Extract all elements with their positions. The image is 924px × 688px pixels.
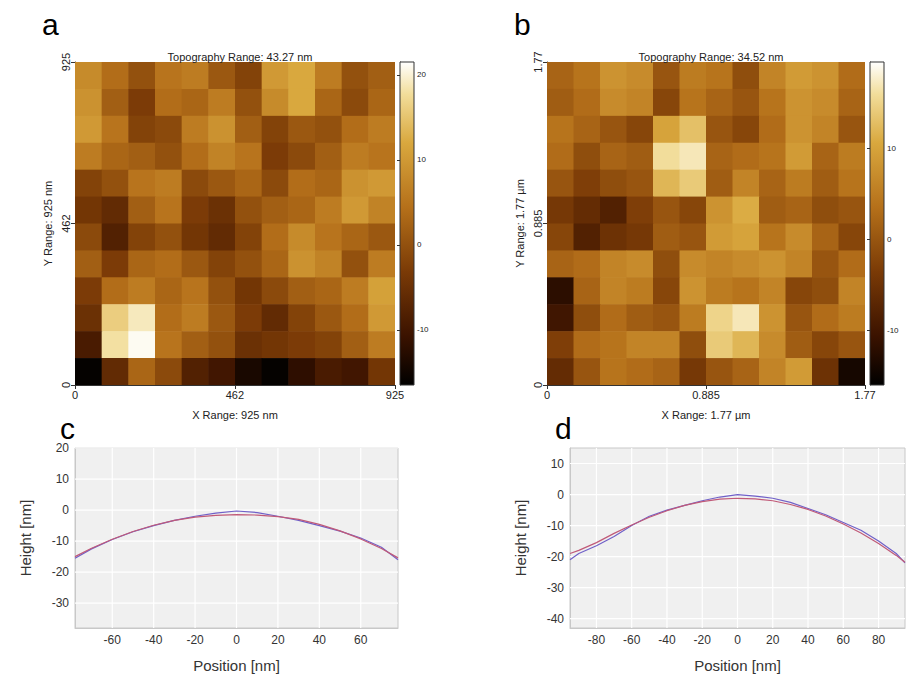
svg-text:Topography Range: 43.27 nm: Topography Range: 43.27 nm xyxy=(168,51,313,63)
svg-text:0: 0 xyxy=(734,633,741,647)
svg-text:925: 925 xyxy=(60,53,72,71)
svg-text:-60: -60 xyxy=(623,633,641,647)
svg-text:Position [nm]: Position [nm] xyxy=(193,657,280,674)
svg-text:0: 0 xyxy=(72,389,78,401)
svg-text:-40: -40 xyxy=(547,612,565,626)
svg-text:20: 20 xyxy=(766,633,780,647)
svg-text:-40: -40 xyxy=(658,633,676,647)
svg-text:0: 0 xyxy=(544,389,550,401)
svg-text:60: 60 xyxy=(354,633,368,647)
svg-text:Topography Range: 34.52 nm: Topography Range: 34.52 nm xyxy=(639,51,784,63)
svg-text:1.77: 1.77 xyxy=(854,389,875,401)
svg-text:X Range: 925 nm: X Range: 925 nm xyxy=(192,409,278,421)
svg-text:0: 0 xyxy=(233,633,240,647)
svg-text:-20: -20 xyxy=(694,633,712,647)
svg-text:X Range: 1.77 µm: X Range: 1.77 µm xyxy=(662,409,751,421)
svg-text:1.77: 1.77 xyxy=(532,51,544,72)
svg-text:10: 10 xyxy=(417,155,426,164)
svg-text:0.885: 0.885 xyxy=(692,389,720,401)
svg-text:-10: -10 xyxy=(547,519,565,533)
svg-text:10: 10 xyxy=(551,457,565,471)
svg-text:60: 60 xyxy=(837,633,851,647)
svg-text:a: a xyxy=(42,8,59,41)
svg-text:d: d xyxy=(555,412,572,445)
svg-text:-30: -30 xyxy=(547,581,565,595)
svg-text:Position [nm]: Position [nm] xyxy=(694,657,781,674)
svg-text:20: 20 xyxy=(55,441,69,455)
svg-text:40: 40 xyxy=(313,633,327,647)
svg-text:0.885: 0.885 xyxy=(532,210,544,238)
svg-text:-30: -30 xyxy=(52,596,70,610)
svg-text:Height [nm]: Height [nm] xyxy=(17,500,34,577)
svg-text:0: 0 xyxy=(60,382,72,388)
svg-text:-20: -20 xyxy=(186,633,204,647)
svg-text:20: 20 xyxy=(417,70,426,79)
svg-text:Y Range: 1.77 µm: Y Range: 1.77 µm xyxy=(514,179,526,268)
svg-text:0: 0 xyxy=(532,382,544,388)
svg-text:-40: -40 xyxy=(145,633,163,647)
svg-text:-20: -20 xyxy=(547,550,565,564)
svg-text:0: 0 xyxy=(887,235,892,244)
svg-text:-60: -60 xyxy=(104,633,122,647)
svg-text:Height [nm]: Height [nm] xyxy=(512,500,529,577)
svg-text:0: 0 xyxy=(557,488,564,502)
svg-text:80: 80 xyxy=(872,633,886,647)
svg-text:462: 462 xyxy=(226,389,244,401)
svg-text:-10: -10 xyxy=(52,534,70,548)
svg-text:-10: -10 xyxy=(417,325,429,334)
svg-text:Y Range: 925 nm: Y Range: 925 nm xyxy=(42,181,54,266)
svg-text:10: 10 xyxy=(56,472,70,486)
svg-text:10: 10 xyxy=(887,144,896,153)
svg-text:40: 40 xyxy=(801,633,815,647)
svg-text:-20: -20 xyxy=(52,565,70,579)
svg-text:20: 20 xyxy=(271,633,285,647)
svg-text:0: 0 xyxy=(62,503,69,517)
svg-text:0: 0 xyxy=(417,240,422,249)
svg-text:462: 462 xyxy=(60,214,72,232)
svg-text:-10: -10 xyxy=(887,326,899,335)
svg-text:925: 925 xyxy=(386,389,404,401)
svg-text:-80: -80 xyxy=(588,633,606,647)
svg-text:c: c xyxy=(60,412,75,445)
svg-text:b: b xyxy=(514,8,531,41)
